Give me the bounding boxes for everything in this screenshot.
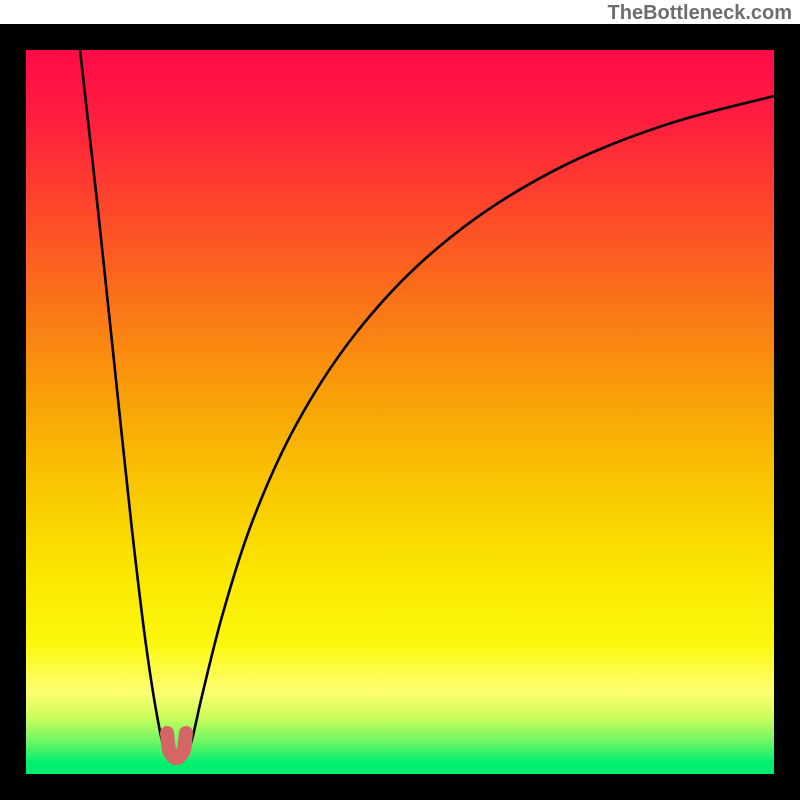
- curve-layer: [26, 50, 774, 774]
- plot-area: [26, 50, 774, 774]
- watermark-text: TheBottleneck.com: [608, 2, 792, 25]
- curve-right-branch: [186, 96, 774, 757]
- chart-container: TheBottleneck.com: [0, 0, 800, 800]
- curve-left-branch: [80, 50, 167, 757]
- minimum-marker: [167, 733, 186, 758]
